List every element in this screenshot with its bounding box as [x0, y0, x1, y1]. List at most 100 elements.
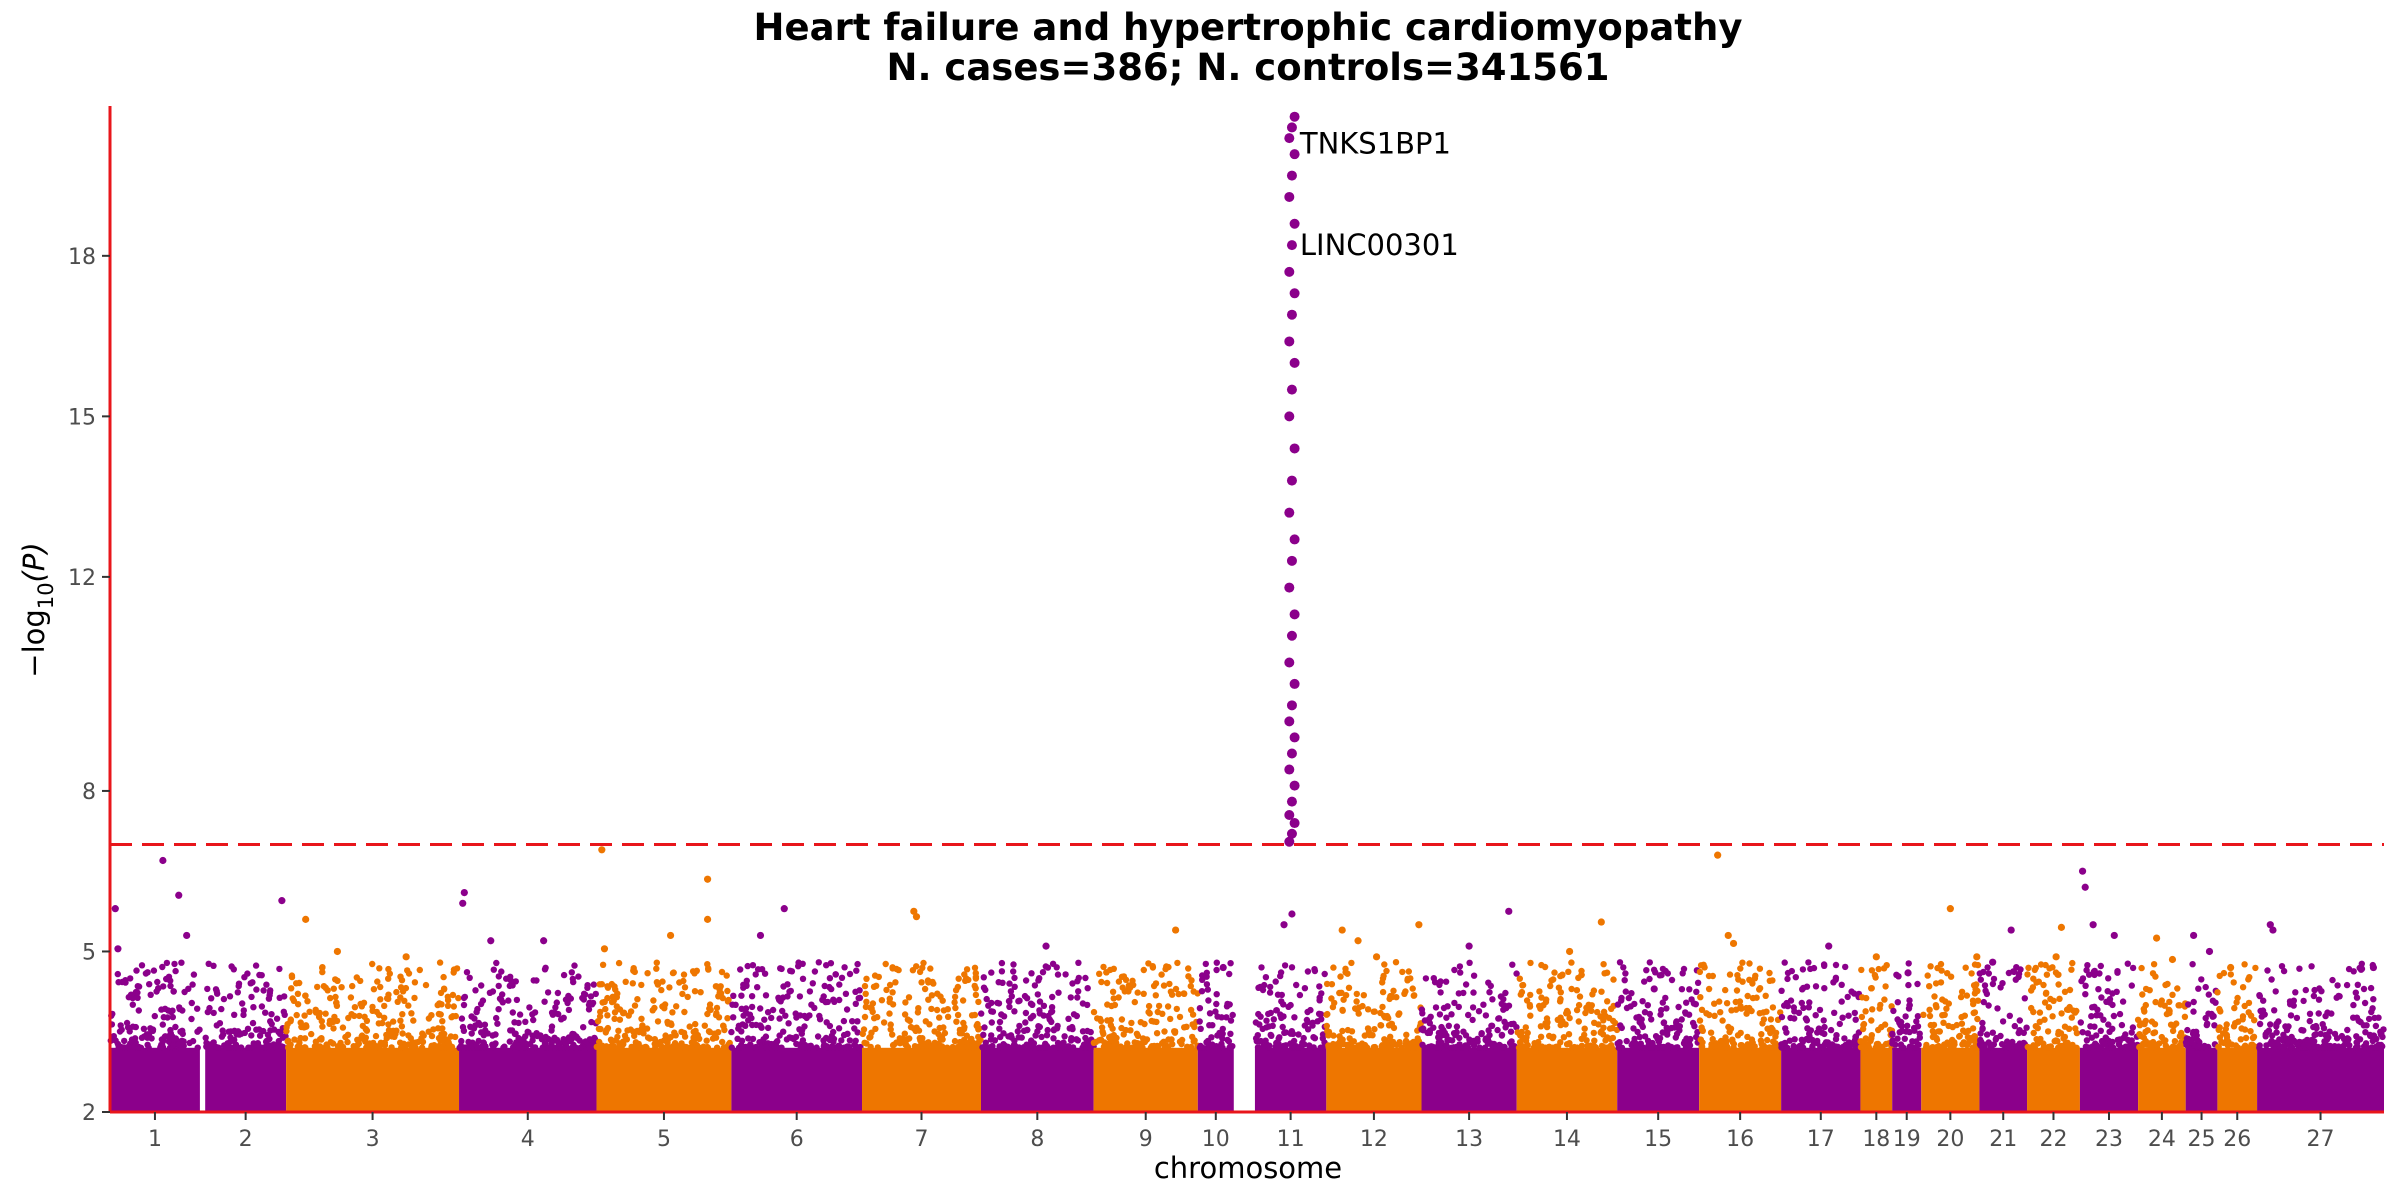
snp-point — [1252, 1019, 1260, 1026]
snp-peak-point — [1284, 266, 1295, 277]
snp-point — [693, 1041, 701, 1049]
snp-point — [1405, 968, 1413, 975]
snp-point — [844, 1030, 851, 1038]
snp-point — [1683, 999, 1690, 1006]
snp-point — [1527, 959, 1534, 967]
snp-point — [1778, 1013, 1786, 1021]
snp-point — [2084, 1030, 2092, 1037]
snp-point — [301, 1012, 308, 1019]
snp-point — [353, 974, 360, 981]
snp-point — [1152, 980, 1160, 987]
snp-point — [123, 1019, 131, 1027]
snp-point — [1213, 1000, 1220, 1008]
snp-point — [811, 968, 819, 975]
snp-point — [1353, 998, 1360, 1005]
snp-point — [2068, 1014, 2075, 1021]
snp-point — [1551, 969, 1558, 976]
snp-point — [2109, 1025, 2116, 1033]
snp-point — [1953, 1021, 1961, 1029]
snp-point — [1591, 1044, 1598, 1052]
snp-point — [146, 981, 153, 988]
chromosome-13-points — [1418, 959, 1520, 1112]
snp-point — [840, 1017, 848, 1025]
x-axis-title: chromosome — [1154, 1151, 1342, 1185]
snp-point — [268, 1011, 275, 1018]
snp-point — [1711, 1000, 1718, 1007]
snp-point — [1075, 988, 1082, 995]
snp-point — [349, 982, 356, 990]
snp-point — [1762, 992, 1769, 999]
snp-point — [1519, 982, 1526, 989]
snp-point — [1814, 1029, 1821, 1036]
snp-point — [1616, 959, 1624, 966]
snp-point — [1851, 990, 1858, 997]
snp-point — [1786, 1037, 1794, 1044]
snp-point — [1778, 1041, 1785, 1048]
snp-point — [1476, 1044, 1483, 1052]
snp-point — [1032, 1032, 1039, 1039]
snp-point — [1869, 1006, 1876, 1013]
snp-point — [2217, 1008, 2224, 1015]
snp-point — [1443, 1014, 1450, 1021]
snp-point — [218, 1033, 226, 1040]
snp-point — [2149, 1038, 2157, 1046]
snp-point — [1974, 961, 1982, 969]
snp-point — [2072, 1044, 2079, 1052]
snp-point — [1605, 1014, 1613, 1022]
snp-point — [831, 998, 838, 1005]
snp-point — [1550, 976, 1557, 983]
snp-point — [1181, 990, 1188, 997]
snp-point — [801, 1023, 808, 1030]
snp-point — [232, 1028, 239, 1035]
snp-point — [2164, 980, 2171, 988]
snp-point — [1281, 1029, 1288, 1037]
snp-point — [1488, 1022, 1495, 1029]
snp-point — [138, 962, 146, 969]
snp-peak-point — [1280, 921, 1288, 929]
snp-point — [1974, 997, 1982, 1004]
snp-point — [706, 1001, 714, 1008]
snp-point — [2032, 1022, 2040, 1030]
snp-point — [1571, 1043, 1578, 1051]
snp-point — [697, 989, 704, 996]
snp-point — [1382, 1037, 1389, 1044]
snp-point — [327, 994, 334, 1002]
snp-point — [1339, 1027, 1346, 1035]
snp-point — [2016, 1017, 2024, 1024]
snp-point — [761, 1016, 768, 1023]
snp-point — [2296, 965, 2303, 972]
snp-point — [1262, 1037, 1269, 1044]
snp-point — [728, 1028, 735, 1036]
snp-point — [522, 1018, 529, 1025]
snp-point — [2278, 963, 2286, 970]
snp-point — [408, 1010, 415, 1017]
snp-peak-point — [2369, 963, 2378, 972]
snp-point — [169, 1007, 176, 1014]
snp-point — [1437, 989, 1444, 996]
snp-point — [2066, 986, 2074, 994]
snp-peak-point — [333, 947, 341, 956]
snp-point — [2360, 985, 2368, 993]
snp-point — [440, 973, 447, 981]
snp-point — [749, 1021, 756, 1029]
snp-point — [1836, 1020, 1844, 1028]
snp-point — [1974, 1015, 1981, 1023]
snp-point — [1609, 1024, 1616, 1032]
snp-point — [2239, 984, 2247, 991]
snp-point — [1204, 1037, 1212, 1045]
snp-point — [1485, 1027, 1492, 1034]
snp-point — [1675, 1003, 1682, 1011]
snp-point — [163, 959, 171, 967]
snp-point — [1527, 991, 1534, 999]
chromosome-21-points — [1976, 964, 2030, 1112]
snp-point — [1838, 981, 1845, 988]
snp-point — [1158, 971, 1165, 978]
snp-point — [1185, 965, 1192, 972]
snp-point — [987, 1043, 995, 1051]
snp-point — [1687, 1035, 1694, 1043]
snp-point — [238, 1030, 245, 1037]
snp-point — [681, 1008, 688, 1016]
snp-point — [1141, 1020, 1148, 1028]
snp-point — [841, 964, 848, 971]
snp-point — [773, 1039, 780, 1046]
